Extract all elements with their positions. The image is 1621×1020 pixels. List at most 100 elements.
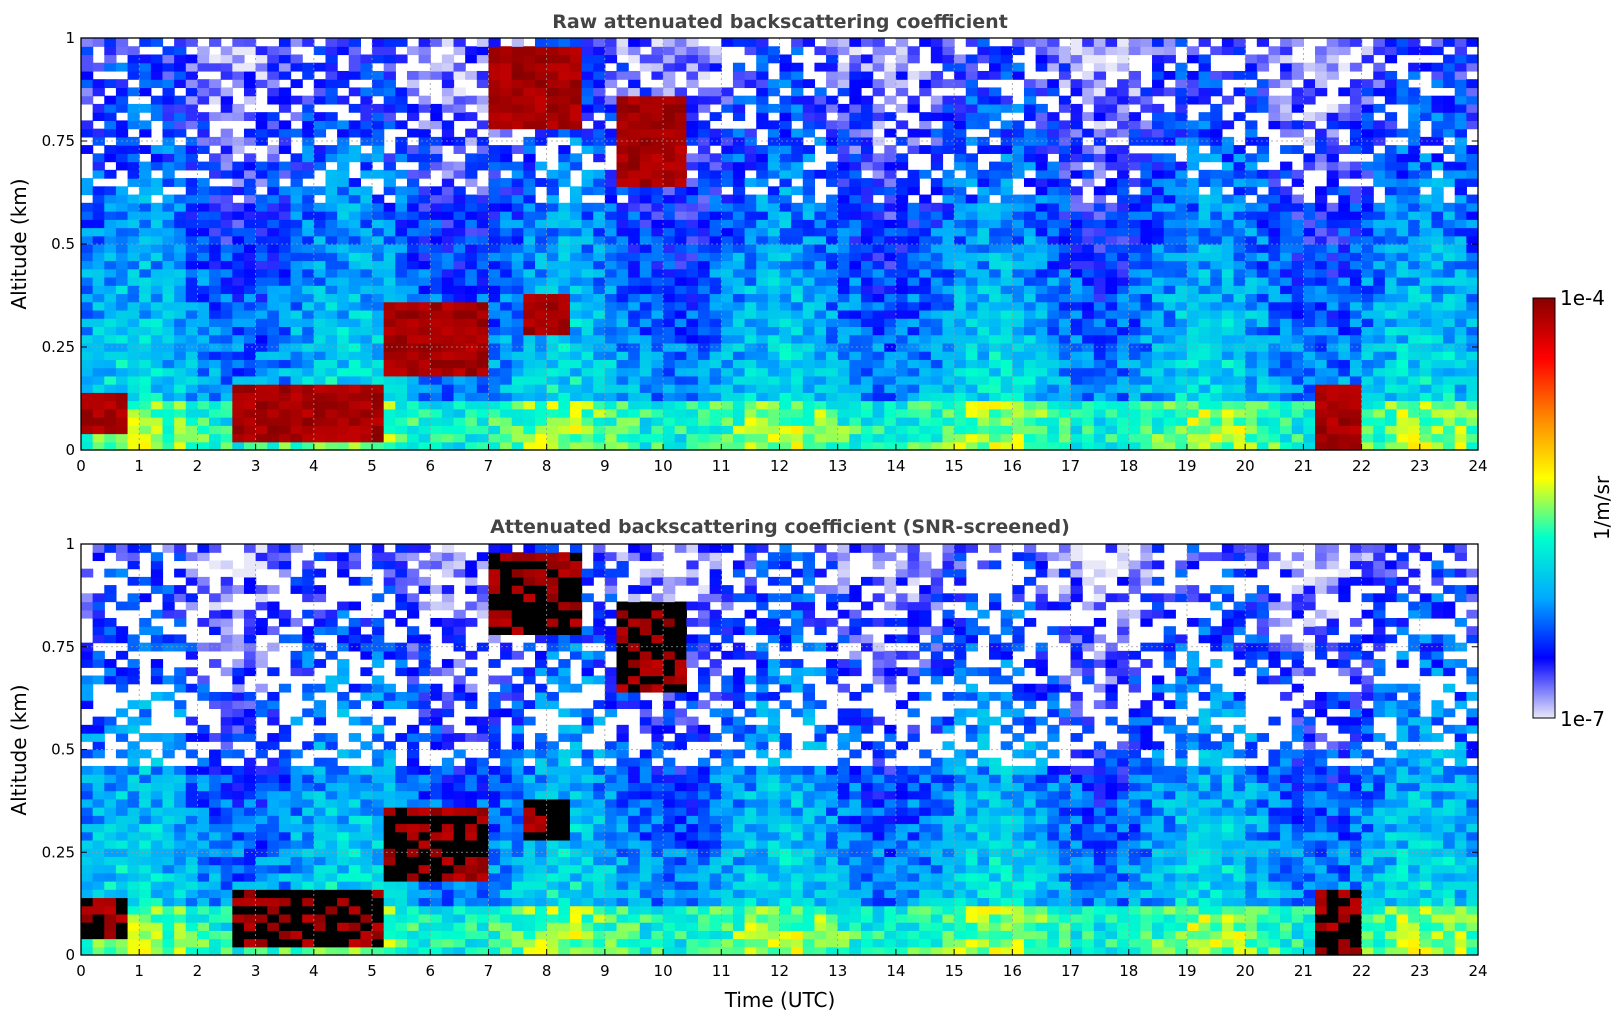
heatmap-cell: [1024, 409, 1036, 418]
heatmap-cell: [617, 269, 629, 278]
heatmap-cell: [419, 203, 431, 212]
heatmap-cell: [954, 318, 966, 327]
heatmap-cell: [989, 417, 1001, 426]
heatmap-cell: [267, 293, 279, 302]
heatmap-cell: [128, 46, 140, 55]
heatmap-cell: [81, 310, 93, 319]
heatmap-cell: [1082, 203, 1094, 212]
heatmap-cell: [151, 244, 163, 253]
heatmap-cell: [733, 343, 745, 352]
heatmap-cell: [81, 63, 93, 72]
heatmap-cell: [442, 195, 454, 204]
heatmap-cell: [1245, 318, 1257, 327]
heatmap-cell: [1257, 104, 1269, 113]
heatmap-cell: [325, 409, 337, 418]
heatmap-cell: [780, 104, 792, 113]
heatmap-cell: [1303, 277, 1315, 286]
heatmap-cell: [1059, 71, 1071, 80]
heatmap-cell: [640, 326, 652, 335]
heatmap-cell: [1338, 351, 1350, 360]
heatmap-cell: [174, 351, 186, 360]
heatmap-cell: [954, 310, 966, 319]
heatmap-cell: [791, 46, 803, 55]
heatmap-cell: [197, 434, 209, 443]
heatmap-cell: [1234, 203, 1246, 212]
heatmap-cell: [1117, 252, 1129, 261]
heatmap-cell: [721, 434, 733, 443]
heatmap-cell: [454, 359, 466, 368]
heatmap-cell: [1245, 417, 1257, 426]
heatmap-cell: [454, 87, 466, 96]
heatmap-cell: [908, 384, 920, 393]
heatmap-cell: [966, 318, 978, 327]
heatmap-cell: [279, 236, 291, 245]
heatmap-cell: [547, 442, 559, 451]
heatmap-cell: [1094, 260, 1106, 269]
heatmap-cell: [1105, 310, 1117, 319]
heatmap-cell: [1036, 376, 1048, 385]
heatmap-cell: [209, 195, 221, 204]
heatmap-cell: [116, 104, 128, 113]
heatmap-cell: [1094, 112, 1106, 121]
heatmap-cell: [186, 63, 198, 72]
heatmap-cell: [1362, 310, 1374, 319]
heatmap-cell: [640, 236, 652, 245]
heatmap-cell: [1129, 203, 1141, 212]
heatmap-cell: [128, 417, 140, 426]
heatmap-cell: [151, 384, 163, 393]
heatmap-cell: [221, 145, 233, 154]
heatmap-cell: [721, 351, 733, 360]
heatmap-cell: [1280, 293, 1292, 302]
heatmap-cell: [523, 153, 535, 162]
heatmap-cell: [884, 326, 896, 335]
heatmap-cell: [360, 153, 372, 162]
heatmap-cell: [465, 260, 477, 269]
heatmap-cell: [104, 228, 116, 237]
heatmap-cell: [838, 162, 850, 171]
heatmap-cell: [1047, 236, 1059, 245]
heatmap-cell: [244, 442, 256, 451]
heatmap-cell: [1280, 79, 1292, 88]
heatmap-cell: [395, 228, 407, 237]
heatmap-cell: [1234, 368, 1246, 377]
heatmap-cell: [721, 170, 733, 179]
heatmap-cell: [814, 46, 826, 55]
heatmap-cell: [698, 343, 710, 352]
heatmap-cell: [791, 401, 803, 410]
heatmap-cell: [803, 302, 815, 311]
heatmap-cell: [1047, 162, 1059, 171]
heatmap-cell: [1234, 392, 1246, 401]
heatmap-cell: [104, 170, 116, 179]
heatmap-cell: [209, 79, 221, 88]
heatmap-cell: [360, 104, 372, 113]
heatmap-cell: [617, 376, 629, 385]
heatmap-cell: [791, 170, 803, 179]
heatmap-cell: [488, 425, 500, 434]
heatmap-cell: [721, 203, 733, 212]
heatmap-cell: [81, 129, 93, 138]
heatmap-cell: [325, 54, 337, 63]
heatmap-cell: [582, 351, 594, 360]
heatmap-cell: [1140, 285, 1152, 294]
heatmap-cell: [1234, 46, 1246, 55]
heatmap-cell: [814, 244, 826, 253]
heatmap-cell: [488, 96, 500, 105]
heatmap-cell: [244, 310, 256, 319]
heatmap-cell: [1036, 120, 1048, 129]
heatmap-cell: [1152, 54, 1164, 63]
heatmap-cell: [302, 244, 314, 253]
heatmap-cell: [617, 326, 629, 335]
heatmap-cell: [570, 252, 582, 261]
heatmap-cell: [1280, 54, 1292, 63]
heatmap-cell: [989, 129, 1001, 138]
heatmap-cell: [1152, 326, 1164, 335]
heatmap-cell: [1175, 228, 1187, 237]
heatmap-cell: [1024, 252, 1036, 261]
heatmap-cell: [919, 38, 931, 47]
heatmap-cell: [314, 409, 326, 418]
heatmap-cell: [232, 434, 244, 443]
heatmap-cell: [896, 376, 908, 385]
heatmap-cell: [1280, 285, 1292, 294]
heatmap-cell: [884, 186, 896, 195]
heatmap-cell: [1327, 228, 1339, 237]
